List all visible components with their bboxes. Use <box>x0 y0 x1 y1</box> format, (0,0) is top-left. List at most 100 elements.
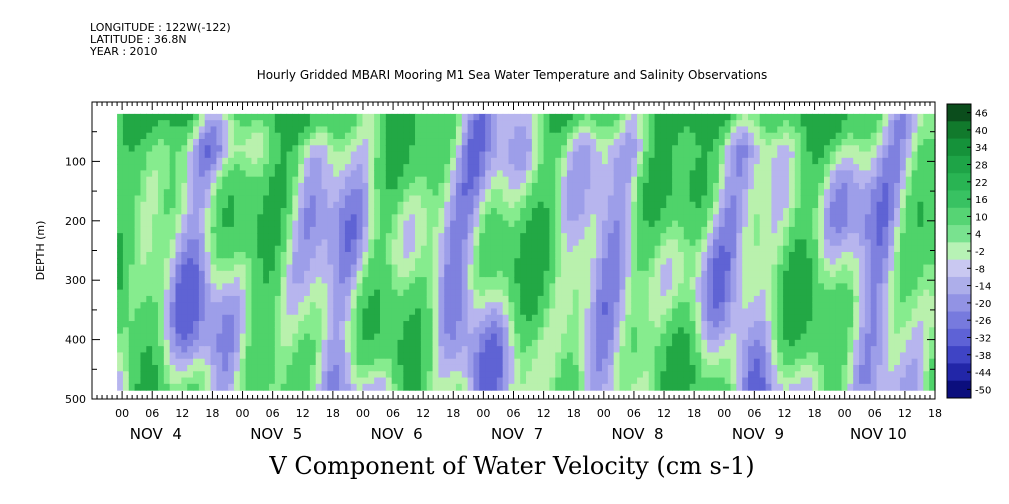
heatmap-cell <box>625 314 632 322</box>
heatmap-cell <box>385 113 393 121</box>
heatmap-cell <box>631 314 638 322</box>
heatmap-cell <box>344 327 352 335</box>
heatmap-cell <box>198 295 206 303</box>
heatmap-cell <box>701 289 708 297</box>
heatmap-cell <box>759 214 767 222</box>
heatmap-cell <box>117 226 124 234</box>
heatmap-cell <box>753 371 761 379</box>
heatmap-cell <box>309 245 317 253</box>
heatmap-cell <box>672 371 679 379</box>
heatmap-cell <box>415 233 422 241</box>
heatmap-cell <box>157 226 165 234</box>
heatmap-cell <box>181 289 188 297</box>
heatmap-cell <box>333 295 340 303</box>
heatmap-cell <box>730 321 737 328</box>
heatmap-cell <box>397 113 404 121</box>
heatmap-cell <box>344 251 352 259</box>
heatmap-cell <box>251 258 258 266</box>
heatmap-cell <box>578 358 586 366</box>
heatmap-cell <box>677 383 685 391</box>
heatmap-cell <box>292 251 299 259</box>
heatmap-cell <box>771 170 778 178</box>
heatmap-cell <box>572 208 580 215</box>
heatmap-cell <box>502 314 510 322</box>
heatmap-cell <box>315 352 323 360</box>
heatmap-cell <box>555 157 562 165</box>
heatmap-cell <box>642 176 650 184</box>
heatmap-cell <box>117 208 124 215</box>
heatmap-cell <box>181 120 188 128</box>
heatmap-cell <box>654 164 662 171</box>
heatmap-cell <box>724 377 732 385</box>
heatmap-cell <box>198 327 206 335</box>
heatmap-cell <box>508 264 515 272</box>
heatmap-cell <box>286 182 293 190</box>
heatmap-cell <box>637 176 644 184</box>
heatmap-cell <box>140 214 147 222</box>
heatmap-cell <box>368 302 375 310</box>
heatmap-cell <box>426 270 434 278</box>
heatmap-cell <box>403 189 410 197</box>
heatmap-cell <box>157 283 165 291</box>
heatmap-cell <box>502 383 510 391</box>
heatmap-cell <box>625 377 632 385</box>
heatmap-cell <box>163 126 171 134</box>
heatmap-cell <box>496 251 504 259</box>
heatmap-cell <box>455 138 463 146</box>
heatmap-cell <box>631 226 638 234</box>
heatmap-cell <box>707 346 714 354</box>
heatmap-cell <box>321 132 329 140</box>
heatmap-cell <box>613 327 621 335</box>
heatmap-cell <box>128 214 136 222</box>
heatmap-cell <box>187 358 194 366</box>
heatmap-cell <box>420 264 428 272</box>
heatmap-cell <box>695 289 702 297</box>
heatmap-cell <box>175 132 182 140</box>
heatmap-cell <box>298 176 305 184</box>
heatmap-cell <box>181 258 188 266</box>
heatmap-cell <box>654 289 662 297</box>
heatmap-cell <box>455 333 463 341</box>
heatmap-cell <box>601 371 609 379</box>
heatmap-cell <box>736 226 743 234</box>
heatmap-cell <box>566 239 574 247</box>
heatmap-cell <box>742 302 749 310</box>
heatmap-cell <box>409 258 416 266</box>
heatmap-cell <box>432 164 440 171</box>
heatmap-cell <box>578 383 586 391</box>
heatmap-cell <box>397 358 404 366</box>
heatmap-cell <box>625 327 632 335</box>
heatmap-cell <box>409 308 416 316</box>
heatmap-cell <box>292 277 299 284</box>
heatmap-cell <box>216 277 223 284</box>
heatmap-cell <box>268 164 276 171</box>
heatmap-cell <box>327 314 334 322</box>
heatmap-cell <box>578 214 586 222</box>
heatmap-cell <box>689 195 697 203</box>
heatmap-cell <box>555 258 562 266</box>
heatmap-cell <box>672 251 679 259</box>
heatmap-cell <box>274 264 282 272</box>
heatmap-cell <box>327 157 334 165</box>
heatmap-cell <box>268 189 276 197</box>
heatmap-cell <box>514 364 521 372</box>
heatmap-cell <box>707 164 714 171</box>
heatmap-cell <box>391 289 399 297</box>
heatmap-cell <box>280 277 288 284</box>
heatmap-cell <box>596 314 603 322</box>
heatmap-cell <box>374 289 381 297</box>
heatmap-cell <box>128 346 136 354</box>
heatmap-cell <box>561 371 568 379</box>
heatmap-cell <box>397 132 404 140</box>
heatmap-cell <box>666 208 673 215</box>
heatmap-cell <box>245 358 253 366</box>
heatmap-cell <box>140 176 147 184</box>
heatmap-cell <box>362 327 369 335</box>
heatmap-cell <box>572 126 580 134</box>
heatmap-cell <box>479 364 486 372</box>
heatmap-cell <box>257 264 264 272</box>
heatmap-cell <box>572 339 580 347</box>
heatmap-cell <box>479 214 486 222</box>
heatmap-cell <box>321 113 329 121</box>
heatmap-cell <box>543 270 551 278</box>
